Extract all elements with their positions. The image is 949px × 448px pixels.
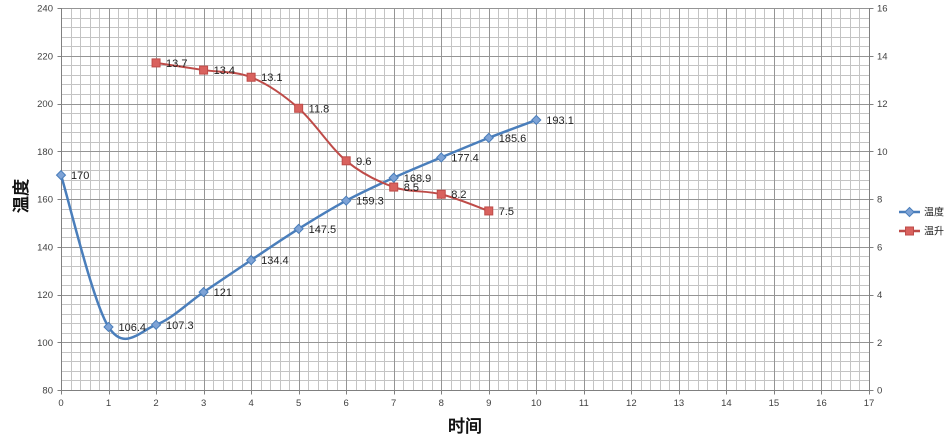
temperature-rise-point <box>341 156 351 166</box>
temperature-rise-data-label: 13.4 <box>214 65 235 77</box>
temperature-rise-point <box>199 65 209 75</box>
temperature-rise-point <box>151 58 161 68</box>
x-tick-label: 1 <box>106 398 111 409</box>
temperature-point <box>198 286 209 298</box>
x-tick-label: 4 <box>248 398 253 409</box>
legend-label: 温度 <box>924 206 944 219</box>
temperature-rise-data-label: 13.7 <box>166 58 187 70</box>
temperature-point <box>340 195 352 206</box>
temperature-rise-point <box>389 182 399 192</box>
x-tick-label: 7 <box>391 398 396 409</box>
legend-marker-swatch <box>904 206 915 218</box>
temperature-data-label: 106.4 <box>119 322 147 334</box>
temperature-rise-data-label: 8.2 <box>451 189 466 201</box>
temperature-data-label: 121 <box>214 287 232 299</box>
x-tick-labels: 0 1 2 3 4 5 6 7 8 9 10 11 12 13 14 15 16 17 <box>58 398 874 409</box>
temperature-point <box>293 223 304 235</box>
x-tick-label: 13 <box>674 398 685 409</box>
temperature-rise-data-label: 11.8 <box>309 103 330 115</box>
y-tick-label: 100 <box>37 338 53 349</box>
legend-label: 温升 <box>924 226 944 238</box>
y-axis-title: 温度 <box>11 178 32 213</box>
temperature-data-label: 147.5 <box>309 224 337 236</box>
y-tick-label: 240 <box>37 4 53 15</box>
temperature-data-label: 170 <box>71 170 89 182</box>
temperature-point <box>483 132 494 144</box>
temperature-rise-data-label: 7.5 <box>499 206 514 218</box>
y2-tick-label: 0 <box>877 386 882 397</box>
x-tick-label: 10 <box>531 398 542 409</box>
x-tick-label: 2 <box>153 398 158 409</box>
x-tick-label: 11 <box>579 398 589 409</box>
x-tick-label: 16 <box>816 398 827 409</box>
y2-tick-label: 16 <box>877 4 888 15</box>
y2-tick-label: 2 <box>877 338 882 349</box>
y2-tick-label: 12 <box>877 99 888 110</box>
temperature-point <box>150 319 162 331</box>
temperature-rise-point <box>484 206 494 216</box>
temperature-data-label: 134.4 <box>261 255 289 267</box>
y-tick-label: 220 <box>37 51 53 62</box>
x-tick-label: 0 <box>58 398 63 409</box>
data-labels: 170 106.4 107.3 121 134.4 147.5 159.3 168.9 177.… <box>71 58 574 334</box>
temperature-data-label: 168.9 <box>404 173 432 185</box>
x-axis-title: 时间 <box>448 416 482 437</box>
x-tick-label: 9 <box>486 398 491 409</box>
temperature-line <box>59 118 538 341</box>
temperature-rise-point <box>246 72 256 82</box>
y2-tick-labels: 0 2 4 6 8 10 12 14 16 <box>877 4 888 397</box>
y2-tick-label: 6 <box>877 242 882 253</box>
y2-tick-label: 14 <box>877 51 888 62</box>
y-tick-label: 180 <box>37 147 53 158</box>
temperature-point <box>436 152 447 163</box>
temperature-point <box>103 321 114 333</box>
x-tick-label: 6 <box>344 398 349 409</box>
x-tick-label: 15 <box>769 398 780 409</box>
axes <box>57 8 874 395</box>
y-tick-label: 140 <box>37 242 53 253</box>
temperature-point <box>55 169 67 181</box>
y2-tick-label: 4 <box>877 290 882 301</box>
series-lines <box>59 61 538 341</box>
temperature-point <box>388 172 399 183</box>
temperature-data-label: 159.3 <box>356 196 384 208</box>
y-tick-label: 80 <box>42 386 53 397</box>
temperature-rise-data-label: 8.5 <box>404 182 419 194</box>
x-tick-label: 17 <box>864 398 875 409</box>
legend-item-temperature-rise: 温升 <box>899 226 944 238</box>
temperature-data-label: 185.6 <box>499 133 527 145</box>
x-tick-label: 14 <box>721 398 732 409</box>
temperature-rise-point <box>294 103 304 113</box>
y-tick-label: 200 <box>37 99 53 110</box>
temperature-data-label: 177.4 <box>451 152 479 164</box>
temperature-data-label: 107.3 <box>166 320 194 332</box>
x-tick-label: 12 <box>626 398 637 409</box>
legend-marker-swatch <box>905 226 914 236</box>
x-tick-label: 5 <box>296 398 301 409</box>
temperature-point <box>245 254 257 266</box>
temperature-rise-data-label: 13.1 <box>261 72 282 84</box>
series-markers <box>55 58 542 333</box>
temperature-point <box>531 114 542 126</box>
temperature-rise-line <box>155 61 490 212</box>
temperature-rise-point <box>436 189 446 199</box>
temperature-data-label: 193.1 <box>546 115 574 127</box>
legend-item-temperature: 温度 <box>899 206 944 219</box>
y2-tick-label: 10 <box>877 147 888 158</box>
y-tick-label: 120 <box>37 290 53 301</box>
y-tick-labels: 80 100 120 140 160 180 200 220 240 <box>37 4 53 397</box>
x-tick-label: 8 <box>439 398 444 409</box>
x-tick-label: 3 <box>201 398 206 409</box>
y-tick-label: 160 <box>37 195 53 206</box>
temperature-rise-data-label: 9.6 <box>356 156 371 168</box>
y2-tick-label: 8 <box>877 195 882 206</box>
